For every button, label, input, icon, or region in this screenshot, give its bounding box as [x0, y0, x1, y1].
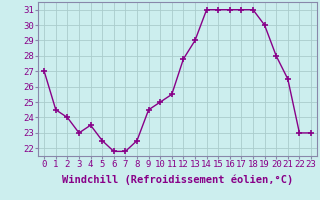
- X-axis label: Windchill (Refroidissement éolien,°C): Windchill (Refroidissement éolien,°C): [62, 175, 293, 185]
